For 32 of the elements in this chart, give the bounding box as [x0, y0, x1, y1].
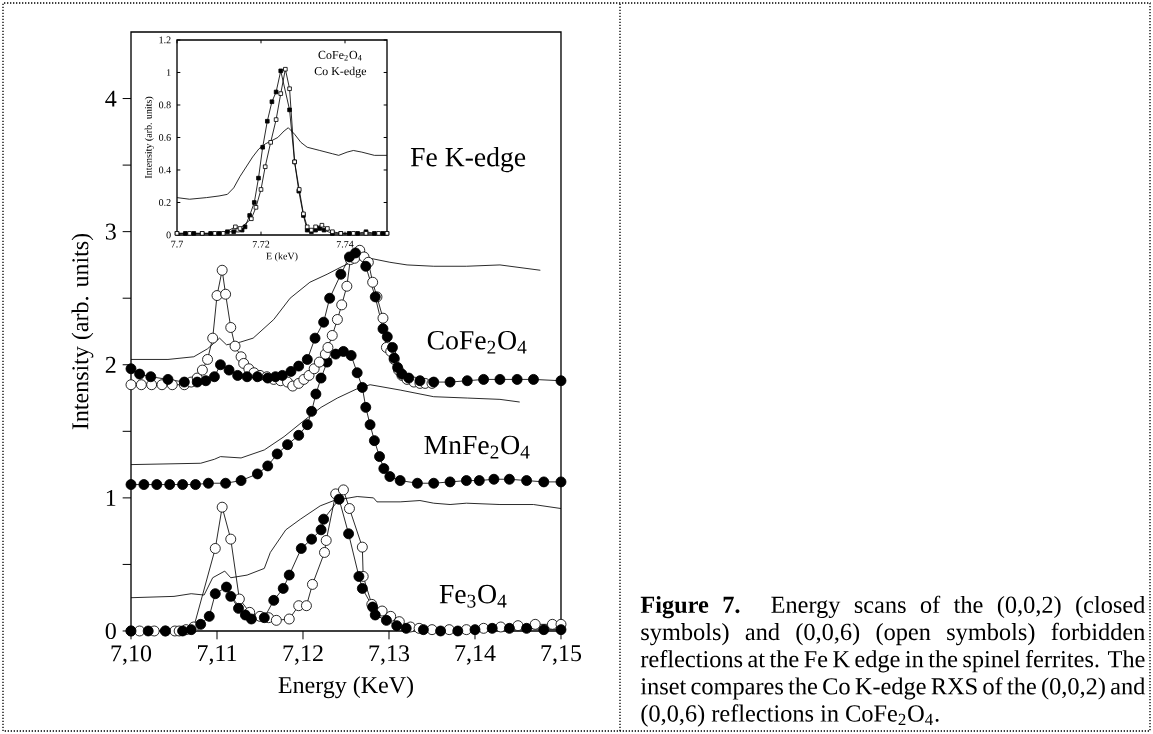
text: Figure 7. Energy scans of the (0,0,2) (closed symbols) and (0,0,6) (open symbols) forbidden reflections at the Fe K edge in the spinel ferrites. The inset compares the Co K-edge RXS of the (0,0,2) and (0,0,6) reflections in CoFe$_{2}$O$_{4}$.: [640, 595, 1146, 727]
x-axis-title: Energy (KeV): [278, 676, 413, 699]
annotation: Co K-edge: [314, 66, 367, 78]
x-tick-label: 7,13: [369, 645, 410, 665]
y-tick-label: 0.6: [159, 134, 171, 141]
y-axis-title: Intensity (arb. units): [144, 96, 154, 179]
x-axis-title: E (keV): [266, 252, 298, 262]
annotation: Fe K-edge: [410, 147, 526, 173]
x-tick-label: 7,15: [541, 645, 582, 665]
y-tick-label: 0.8: [159, 101, 171, 109]
y-tick-label: 0.4: [159, 166, 171, 174]
y-tick-label: 1: [167, 69, 171, 76]
annotation: Fe$_{3}$O$_{4}$: [439, 584, 507, 608]
annotation: MnFe$_{2}$O$_{4}$: [424, 435, 530, 459]
y-tick-label: 0: [166, 231, 171, 239]
y-tick-label: 0.2: [159, 199, 171, 206]
y-tick-label: 0: [105, 622, 116, 640]
x-tick-label: 7.7: [171, 240, 183, 248]
x-tick-label: 7,11: [198, 645, 237, 665]
annotation: CoFe$_{2}$O$_{4}$: [427, 330, 527, 354]
y-tick-label: 1.2: [159, 36, 171, 44]
x-tick-label: 7.74: [336, 240, 354, 248]
x-tick-label: 7,10: [111, 645, 152, 665]
x-tick-label: 7,12: [283, 645, 323, 665]
y-tick-label: 3: [105, 223, 116, 240]
annotation: CoFe$_{2}$O$_{4}$: [318, 50, 362, 61]
x-tick-label: 7,14: [455, 645, 496, 665]
y-tick-label: 4: [105, 90, 117, 107]
y-axis-title: Intensity (arb. units): [71, 233, 94, 430]
x-tick-label: 7.72: [252, 240, 270, 248]
y-tick-label: 2: [105, 356, 116, 373]
y-tick-label: 1: [106, 489, 116, 506]
